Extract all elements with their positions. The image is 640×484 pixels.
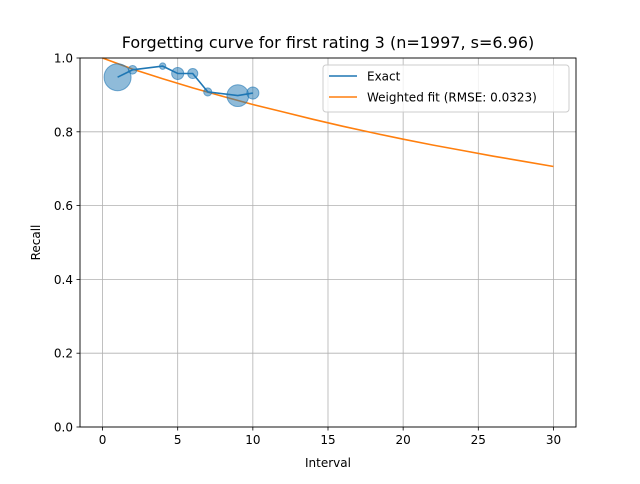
legend-label-fit: Weighted fit (RMSE: 0.0323) xyxy=(367,91,537,105)
exact-point xyxy=(246,86,260,100)
exact-point xyxy=(158,62,167,70)
exact-point xyxy=(127,65,138,75)
y-tick-label: 0.4 xyxy=(54,273,73,287)
x-tick-label: 25 xyxy=(471,433,486,447)
x-tick-label: 20 xyxy=(396,433,411,447)
legend: Exact Weighted fit (RMSE: 0.0323) xyxy=(322,64,570,113)
x-axis-label: Interval xyxy=(305,456,351,470)
y-tick-label: 0.6 xyxy=(54,199,73,213)
exact-point xyxy=(203,87,213,97)
x-tick-label: 10 xyxy=(245,433,260,447)
exact-point xyxy=(187,67,199,80)
x-tick-label: 15 xyxy=(320,433,335,447)
y-tick-label: 0.0 xyxy=(54,421,73,435)
y-tick-label: 0.2 xyxy=(54,347,73,361)
x-tick-label: 30 xyxy=(546,433,561,447)
y-axis-label: Recall xyxy=(29,225,43,261)
x-tick-label: 5 xyxy=(174,433,182,447)
exact-point xyxy=(171,66,185,81)
y-tick-label: 0.8 xyxy=(54,125,73,139)
ticks: 0 5 10 15 20 25 30 0.0 0.2 0.4 0.6 0.8 1.0 xyxy=(54,52,561,448)
chart-title: Forgetting curve for first rating 3 (n=1… xyxy=(122,33,534,52)
legend-label-exact: Exact xyxy=(367,70,401,84)
exact-point xyxy=(103,63,132,92)
fit-curve xyxy=(102,57,554,168)
exact-point xyxy=(226,84,250,108)
legend-box xyxy=(322,64,570,113)
y-tick-label: 1.0 xyxy=(54,52,73,66)
x-tick-label: 0 xyxy=(99,433,107,447)
plot-area xyxy=(102,57,554,168)
